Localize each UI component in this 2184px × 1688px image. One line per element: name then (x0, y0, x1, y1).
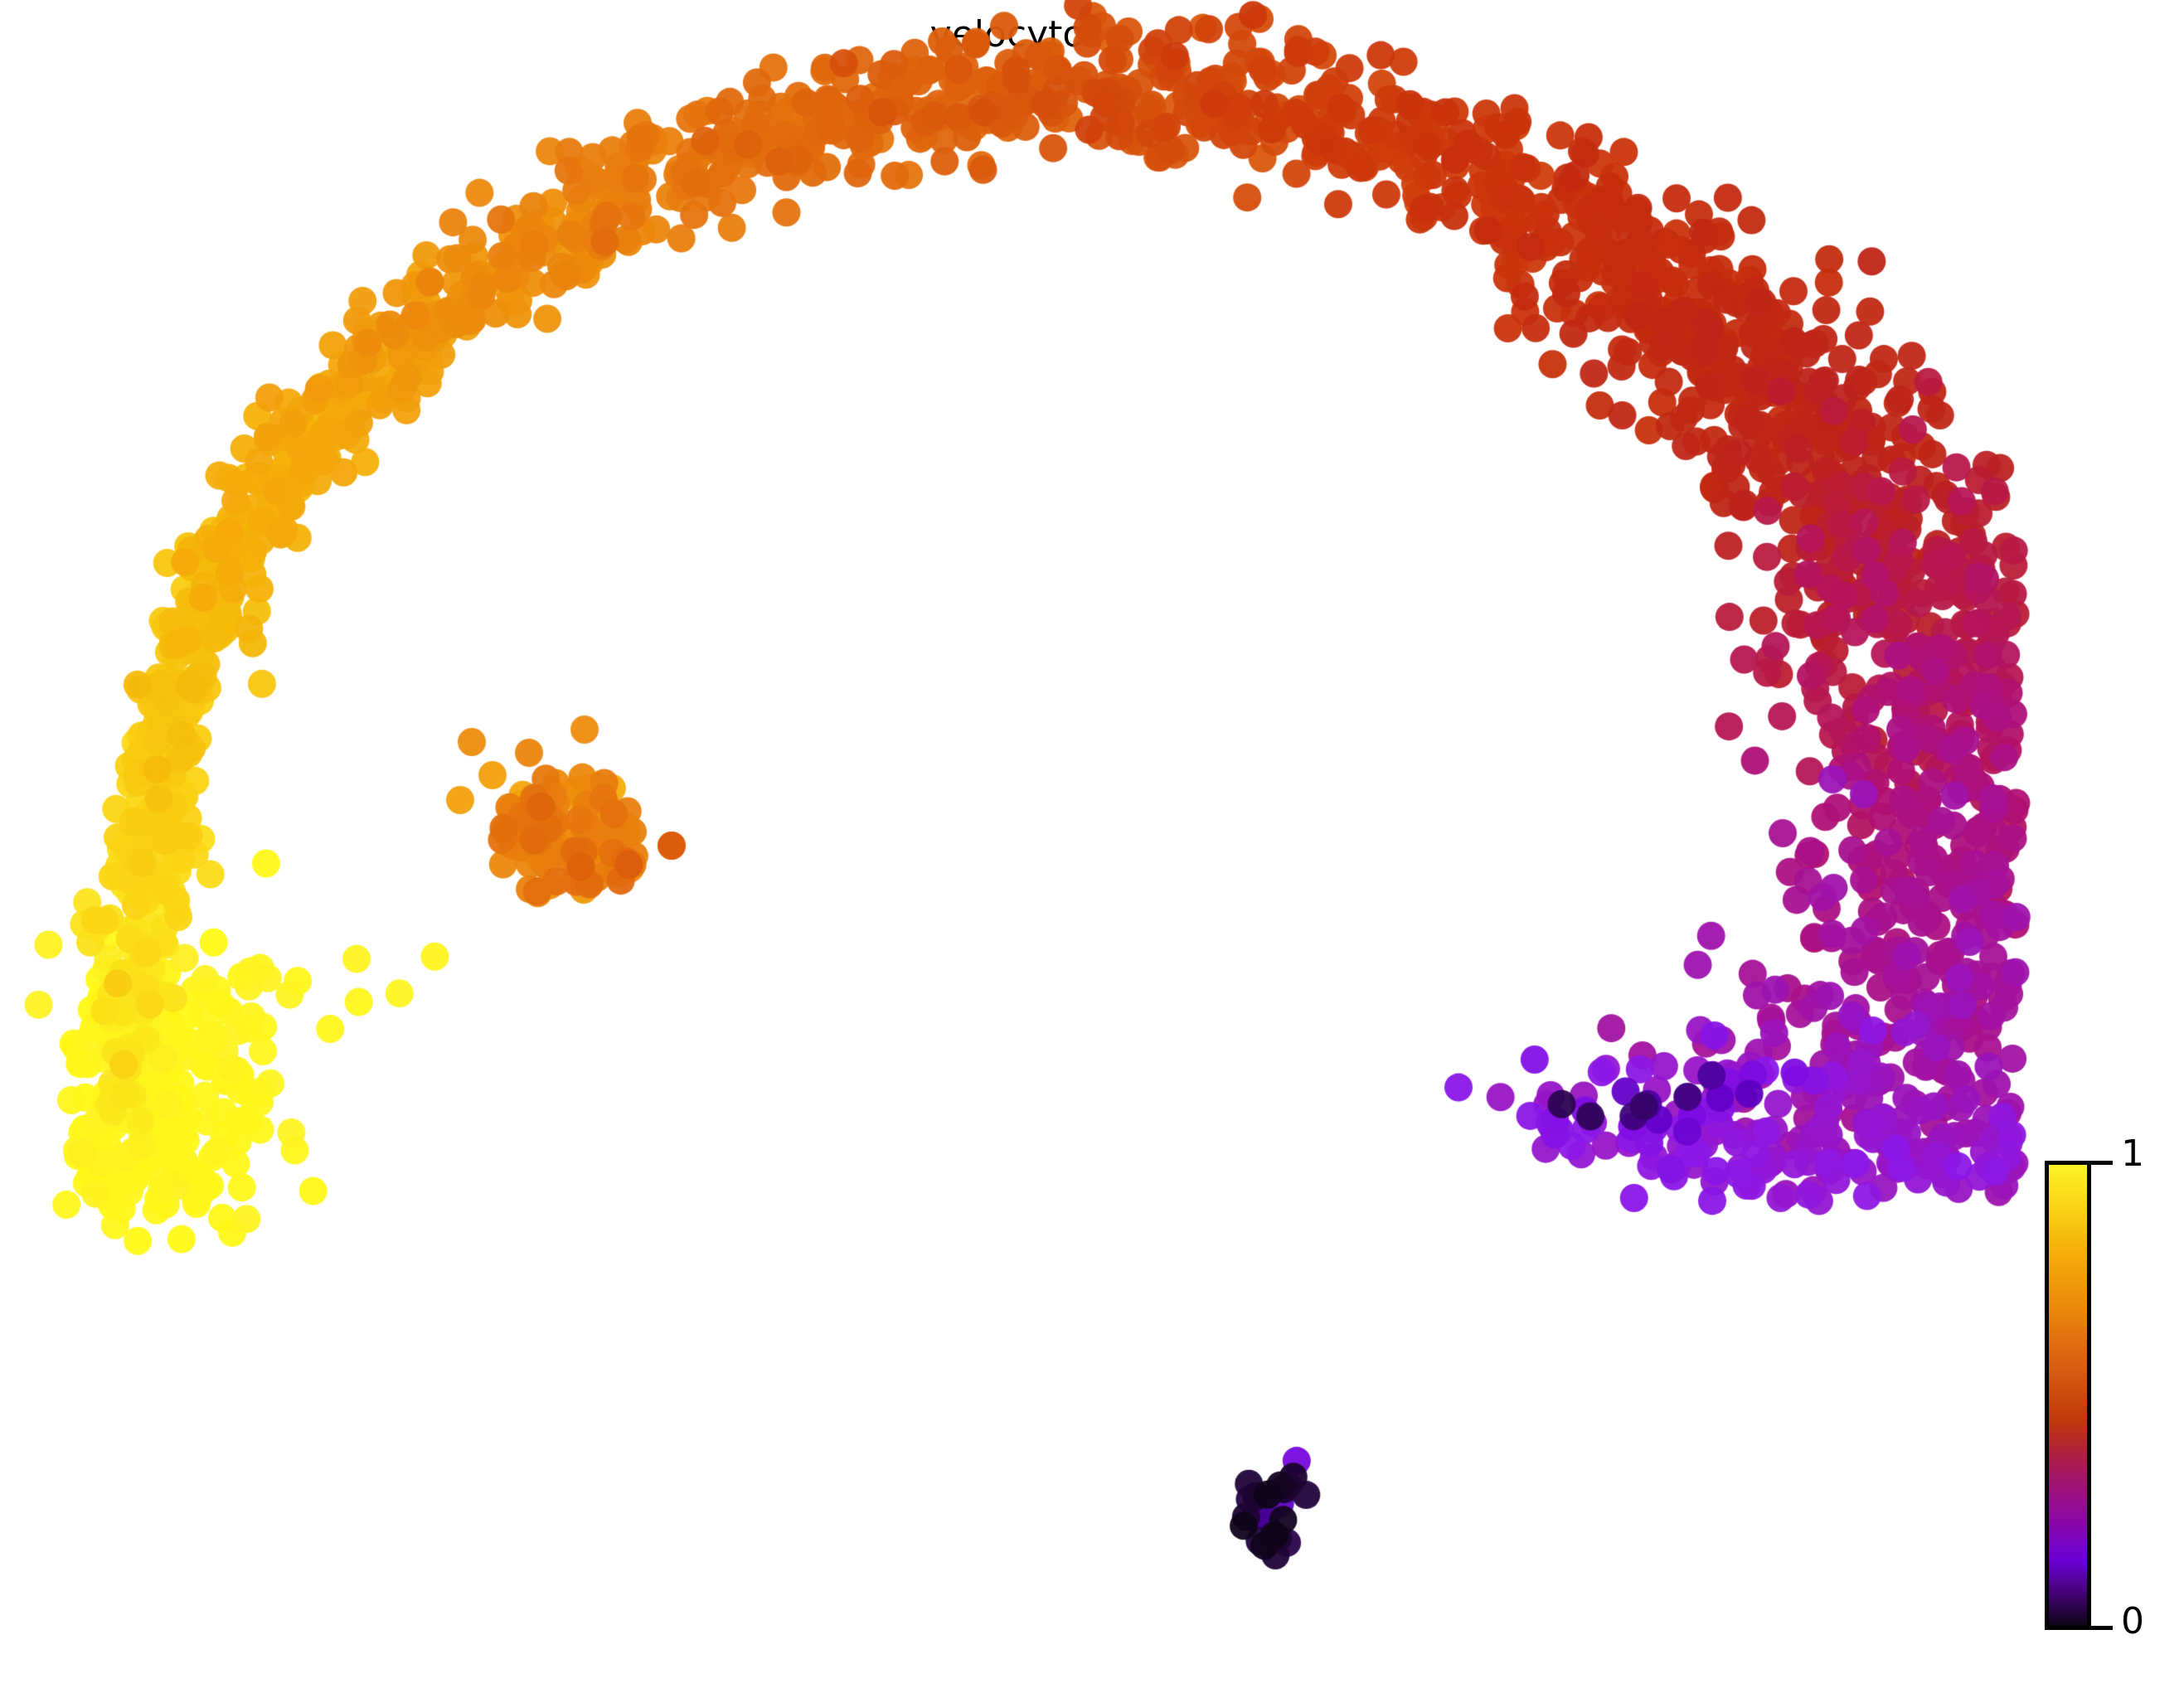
colorbar-min-label: 0 (2121, 1600, 2144, 1642)
colorbar-frame (2045, 1161, 2091, 1630)
colorbar[interactable]: 1 0 (2045, 1136, 2184, 1642)
colorbar-tick-min (2088, 1626, 2113, 1630)
colorbar-max-label: 1 (2121, 1133, 2144, 1175)
colorbar-gradient (2049, 1165, 2087, 1626)
colorbar-tick-max (2088, 1161, 2113, 1165)
